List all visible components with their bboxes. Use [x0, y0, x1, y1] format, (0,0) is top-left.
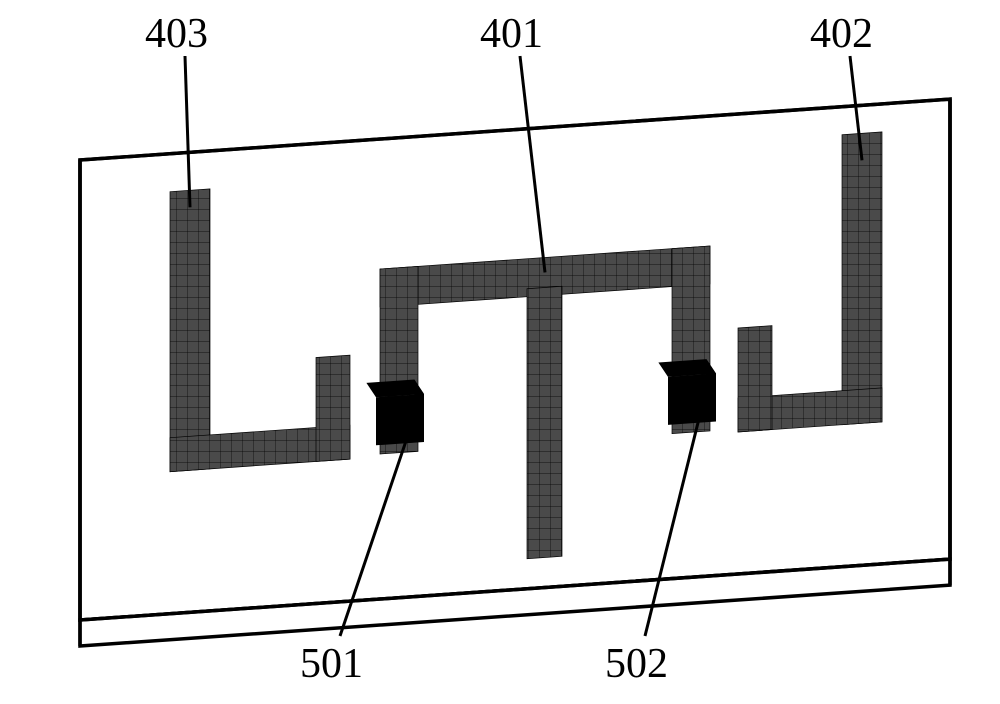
traces_right-right-vert-tall: [842, 132, 882, 425]
label-403: 403: [145, 10, 208, 58]
traces_left-left-vert-tall: [170, 189, 210, 472]
substrate-top-face: [80, 99, 950, 620]
diagram-root: 403 401 402 501 502: [0, 0, 1000, 704]
label-502: 502: [605, 640, 668, 688]
traces_left-left-short-up: [316, 355, 350, 461]
traces_right-right-short-up: [738, 326, 772, 432]
cube-502-front: [668, 374, 716, 425]
label-402: 402: [810, 10, 873, 58]
label-501: 501: [300, 640, 363, 688]
label-401: 401: [480, 10, 543, 58]
cube-501-front: [376, 394, 424, 445]
diagram-svg: [0, 0, 1000, 704]
traces_center-center-stem: [527, 286, 562, 558]
